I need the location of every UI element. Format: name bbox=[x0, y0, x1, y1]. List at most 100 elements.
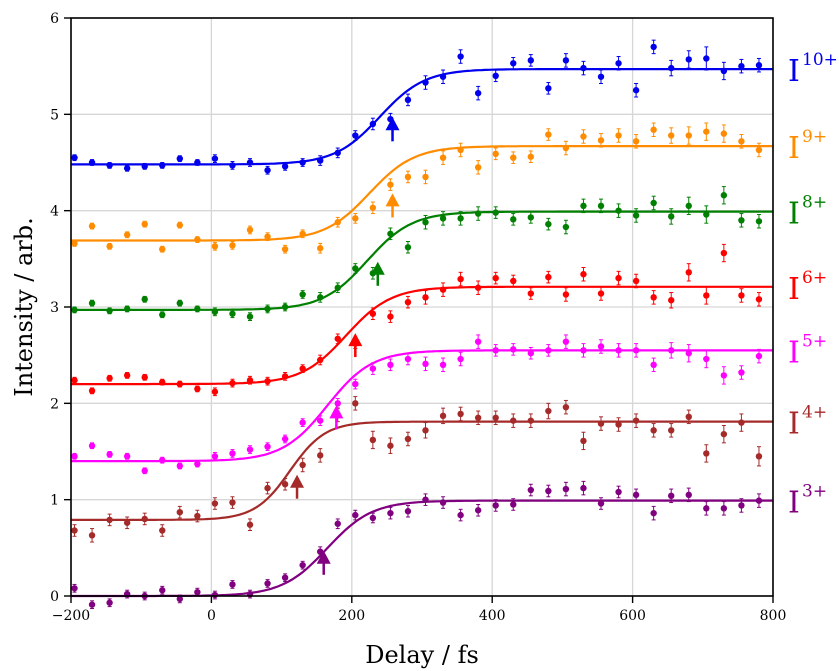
data-point bbox=[211, 387, 219, 397]
data-point bbox=[352, 130, 359, 141]
data-point bbox=[387, 227, 394, 241]
data-point bbox=[229, 496, 236, 509]
marker bbox=[264, 305, 271, 313]
marker bbox=[738, 138, 745, 145]
series-name: I bbox=[788, 407, 800, 442]
marker bbox=[545, 220, 552, 228]
data-point bbox=[703, 349, 710, 369]
data-point bbox=[387, 358, 394, 372]
marker bbox=[527, 486, 535, 494]
marker bbox=[194, 512, 201, 520]
data-point bbox=[352, 213, 359, 224]
marker bbox=[439, 499, 447, 506]
data-point bbox=[88, 528, 96, 543]
marker bbox=[369, 365, 377, 372]
data-point bbox=[352, 509, 359, 521]
data-point bbox=[685, 487, 692, 503]
marker bbox=[229, 242, 236, 249]
marker bbox=[369, 436, 377, 444]
marker bbox=[334, 520, 341, 527]
series-label-5+: I 5+ bbox=[788, 331, 827, 370]
marker bbox=[246, 377, 254, 384]
data-point bbox=[387, 310, 394, 323]
data-point bbox=[159, 162, 166, 169]
marker bbox=[510, 216, 517, 223]
marker bbox=[387, 313, 394, 320]
marker bbox=[194, 236, 201, 243]
data-point bbox=[369, 117, 377, 131]
data-point bbox=[404, 170, 412, 184]
data-point bbox=[685, 344, 692, 363]
data-point bbox=[615, 485, 622, 499]
marker bbox=[299, 365, 306, 372]
marker bbox=[580, 64, 587, 72]
data-point bbox=[404, 240, 412, 254]
data-point bbox=[615, 270, 622, 286]
data-point bbox=[474, 503, 482, 517]
data-point bbox=[194, 460, 201, 468]
marker bbox=[317, 157, 324, 164]
data-point bbox=[299, 457, 306, 473]
data-point bbox=[685, 50, 692, 69]
marker bbox=[562, 144, 570, 152]
data-point bbox=[264, 232, 271, 242]
series-name: I bbox=[788, 131, 800, 166]
data-point bbox=[650, 122, 657, 137]
data-point bbox=[720, 124, 728, 143]
marker bbox=[194, 385, 201, 393]
data-point bbox=[281, 302, 289, 312]
data-point bbox=[510, 56, 517, 70]
marker bbox=[159, 246, 166, 253]
data-point bbox=[615, 203, 622, 218]
data-point bbox=[738, 288, 745, 303]
data-point bbox=[194, 236, 201, 243]
marker bbox=[387, 230, 394, 237]
arrow-head bbox=[385, 193, 400, 207]
marker bbox=[755, 453, 763, 460]
marker bbox=[176, 299, 184, 307]
data-point bbox=[650, 195, 657, 211]
data-point bbox=[492, 410, 499, 426]
marker bbox=[317, 452, 324, 459]
data-point bbox=[334, 216, 341, 228]
arrow-head bbox=[329, 405, 344, 419]
marker bbox=[755, 218, 763, 225]
data-point bbox=[562, 334, 570, 349]
arrow-3+ bbox=[316, 550, 331, 575]
marker bbox=[562, 291, 570, 298]
data-point bbox=[317, 415, 324, 426]
data-point bbox=[123, 231, 131, 239]
marker bbox=[71, 527, 78, 534]
marker bbox=[229, 450, 236, 457]
data-point bbox=[106, 598, 113, 608]
marker bbox=[597, 137, 605, 144]
data-point bbox=[369, 512, 377, 524]
marker bbox=[703, 292, 710, 299]
marker bbox=[422, 427, 429, 434]
marker bbox=[615, 207, 622, 214]
data-point bbox=[159, 524, 166, 537]
marker bbox=[492, 502, 499, 509]
data-point bbox=[668, 208, 675, 225]
data-point bbox=[545, 82, 552, 95]
data-point bbox=[562, 399, 570, 415]
data-point bbox=[703, 205, 710, 224]
data-point bbox=[229, 309, 236, 319]
marker bbox=[194, 159, 201, 166]
data-point bbox=[668, 342, 675, 359]
arrow-6+ bbox=[348, 333, 363, 358]
marker bbox=[334, 284, 341, 291]
marker bbox=[597, 202, 605, 210]
marker bbox=[123, 305, 131, 313]
marker bbox=[474, 414, 482, 421]
marker bbox=[703, 55, 710, 62]
data-point bbox=[597, 416, 605, 431]
marker bbox=[211, 243, 219, 250]
marker bbox=[632, 347, 640, 354]
marker bbox=[299, 159, 306, 166]
data-point bbox=[685, 126, 692, 145]
marker bbox=[755, 296, 763, 303]
data-point bbox=[71, 154, 78, 162]
marker bbox=[562, 338, 570, 345]
marker bbox=[194, 305, 201, 313]
